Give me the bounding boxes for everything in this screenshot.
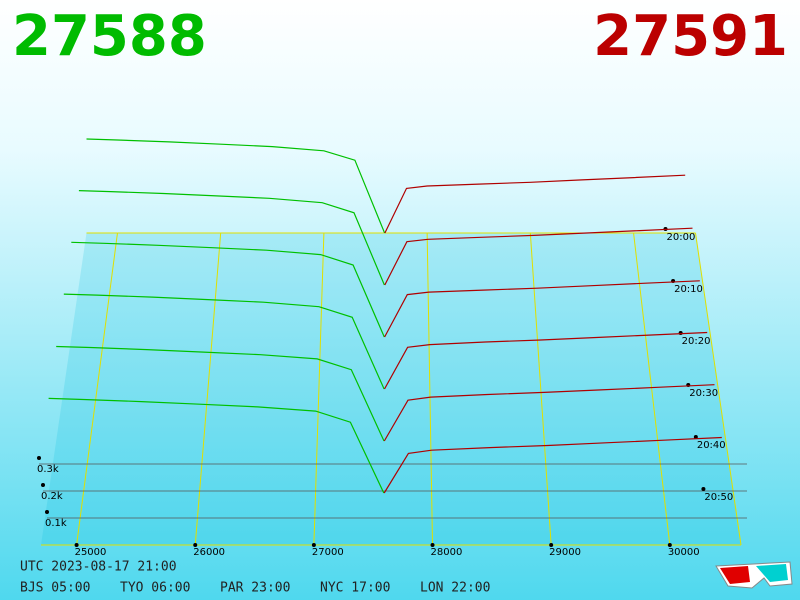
x-tick-mark (430, 543, 435, 547)
ask-depth-line (384, 174, 686, 234)
floor (41, 233, 741, 545)
time-zones: BJS 05:00 TYO 06:00 PAR 23:00 NYC 17:00 LON … (20, 581, 490, 596)
x-tick-label: 29000 (549, 547, 581, 558)
z-tick-label: 0.2k (41, 491, 63, 502)
3d-glasses-icon (715, 561, 793, 589)
time-tick-label: 20:10 (674, 284, 703, 295)
time-tick-label: 20:30 (689, 388, 718, 399)
time-tick-label: 20:20 (682, 336, 711, 347)
x-grid-line (76, 232, 118, 546)
x-grid-line (194, 232, 222, 546)
time-tick-mark (693, 435, 698, 439)
x-grid-line (426, 232, 434, 546)
x-tick-mark (667, 543, 672, 547)
bid-price: 27588 (12, 4, 207, 69)
ask-depth-line (383, 331, 708, 390)
ask-depth-line (383, 436, 722, 494)
x-tick-label: 27000 (312, 547, 344, 558)
ask-price: 27591 (593, 4, 788, 69)
x-tick-label: 26000 (193, 547, 225, 558)
zone-time: BJS 05:00 (20, 581, 90, 596)
time-tick-label: 20:40 (697, 440, 726, 451)
x-tick-mark (193, 543, 198, 547)
bid-depth-line (48, 397, 385, 494)
x-grid-line (633, 232, 671, 546)
z-tick-mark (41, 483, 45, 487)
x-tick-mark (74, 543, 79, 547)
zone-time: TYO 06:00 (120, 581, 190, 596)
zone-time: NYC 17:00 (320, 581, 390, 596)
x-grid-line (529, 232, 552, 546)
time-tick-mark (678, 331, 683, 335)
x-tick-mark (311, 543, 316, 547)
z-tick-label: 0.1k (45, 518, 67, 529)
utc-time: UTC 2023-08-17 21:00 (20, 560, 177, 575)
x-grid-line (313, 232, 325, 546)
bid-depth-line (56, 345, 385, 442)
ask-depth-line (383, 384, 715, 442)
bid-depth-line (78, 190, 385, 286)
x-tick-label: 30000 (668, 547, 700, 558)
x-tick-mark (549, 543, 554, 547)
zone-time: LON 22:00 (420, 581, 490, 596)
zone-time: PAR 23:00 (220, 581, 290, 596)
x-tick-label: 25000 (75, 547, 107, 558)
ask-depth-line (384, 280, 700, 338)
floor-right-edge (695, 232, 742, 546)
time-tick-label: 20:00 (667, 232, 696, 243)
x-tick-label: 28000 (431, 547, 463, 558)
plot: 25000 26000 27000 28000 29000 30000 0.1k 0.2k 0.… (37, 138, 747, 558)
time-tick-mark (701, 487, 706, 491)
bid-depth-line (63, 293, 385, 390)
bid-depth-line (86, 138, 386, 234)
ask-depth-line (384, 227, 693, 286)
bid-depth-line (71, 241, 385, 338)
time-tick-label: 20:50 (704, 492, 733, 503)
z-tick-mark (37, 456, 41, 460)
z-tick-label: 0.3k (37, 464, 59, 475)
z-tick-mark (45, 510, 49, 514)
